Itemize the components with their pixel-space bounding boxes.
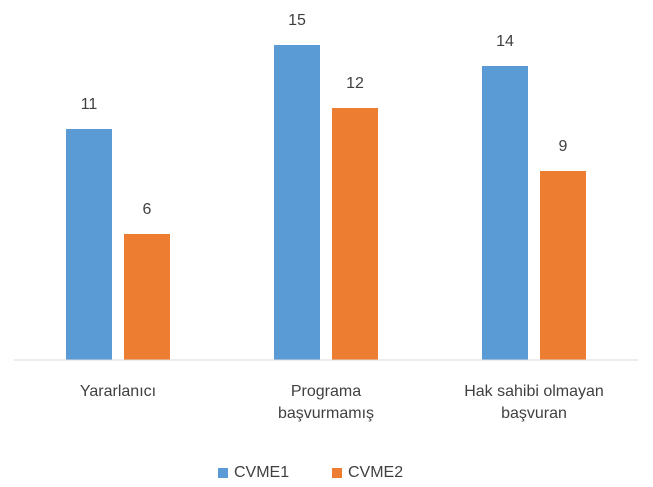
- x-tick-label: Programa başvurmamış: [277, 383, 375, 422]
- data-label: 11: [81, 96, 98, 113]
- data-label: 15: [288, 12, 306, 29]
- data-label: 6: [143, 201, 152, 218]
- legend-label: CVME1: [234, 464, 289, 481]
- bar: [540, 171, 586, 360]
- x-tick-label: Yararlanıcı: [79, 383, 157, 400]
- bar: [482, 66, 528, 360]
- data-label: 12: [346, 75, 364, 92]
- bar: [124, 234, 170, 360]
- bar: [274, 45, 320, 360]
- bar: [332, 108, 378, 360]
- bar: [66, 129, 112, 360]
- data-label: 14: [496, 33, 514, 50]
- data-label: 9: [559, 138, 568, 155]
- legend-label: CVME2: [348, 464, 403, 481]
- legend-swatch: [332, 468, 342, 478]
- x-tick-label: Hak sahibi olmayan başvuran: [464, 383, 604, 422]
- legend-swatch: [218, 468, 228, 478]
